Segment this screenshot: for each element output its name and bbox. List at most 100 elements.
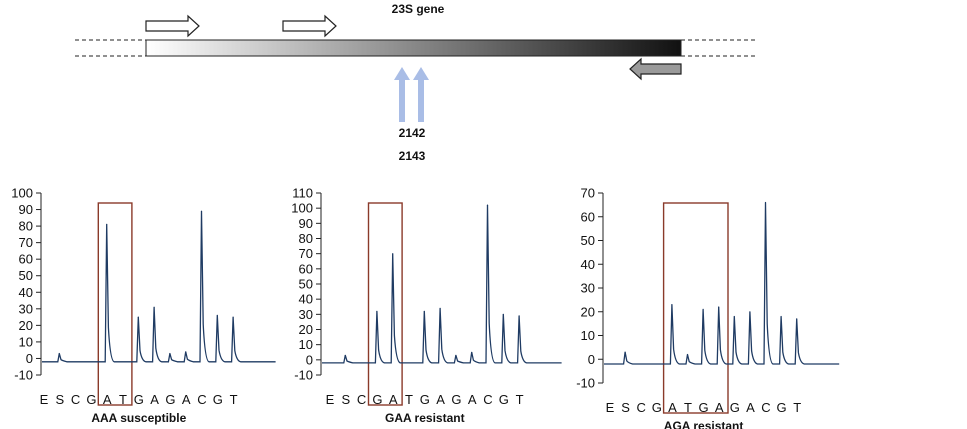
position-2142-label: 2142 [399, 126, 426, 140]
peak-point [376, 310, 378, 312]
y-tick-label: 20 [581, 304, 595, 319]
peak-point [58, 352, 60, 355]
peak-point [106, 223, 108, 225]
dispensation-label: S [621, 400, 630, 415]
dispensation-label: G [499, 392, 509, 407]
dispensation-label: S [341, 392, 350, 407]
peak-point [486, 204, 489, 206]
dispensation-label: C [761, 400, 770, 415]
pyrogram-trace [604, 202, 840, 365]
y-tick-label: 0 [306, 352, 313, 367]
y-tick-label: 70 [581, 186, 595, 201]
y-tick-label: 30 [19, 301, 33, 316]
y-tick-label: -10 [14, 368, 33, 383]
y-tick-label: 40 [581, 257, 595, 272]
dispensation-label: E [40, 392, 49, 407]
gene-bar [145, 39, 682, 57]
y-tick-label: 80 [299, 231, 313, 246]
y-tick-label: 110 [292, 186, 313, 201]
y-tick-label: 50 [19, 268, 33, 283]
dispensation-label: A [182, 392, 191, 407]
dispensation-label: C [357, 392, 366, 407]
dispensation-label: A [668, 400, 677, 415]
y-tick-label: -10 [294, 368, 313, 383]
dispensation-label: G [86, 392, 96, 407]
dispensation-label: G [420, 392, 430, 407]
y-tick-label: 80 [19, 219, 33, 234]
dispensation-label: T [119, 392, 127, 407]
peak-point [232, 316, 234, 318]
peak-point [216, 314, 218, 316]
reverse-primer-arrow-icon [629, 57, 682, 81]
dispensation-label: G [134, 392, 144, 407]
peak-point [439, 307, 441, 309]
highlight-box [97, 202, 133, 406]
dispensation-label: A [746, 400, 755, 415]
y-tick-label: 70 [299, 246, 313, 261]
peak-point [169, 352, 171, 355]
y-tick-label: 100 [11, 186, 33, 201]
peak-point [455, 354, 457, 356]
y-tick-label: 40 [299, 292, 313, 307]
y-tick-label: 0 [26, 351, 33, 366]
dispensation-label: G [451, 392, 461, 407]
dispensation-label: G [372, 392, 382, 407]
peak-point [200, 210, 203, 212]
peak-point [502, 313, 504, 315]
position-2143-arrow-icon [413, 67, 429, 122]
highlight-box [662, 202, 729, 414]
dispensation-label: G [213, 392, 223, 407]
y-tick-label: 50 [299, 277, 313, 292]
peak-point [733, 315, 735, 318]
y-tick-label: 20 [19, 318, 33, 333]
dispensation-label: T [793, 400, 801, 415]
y-tick-label: 90 [19, 202, 33, 217]
y-tick-label: 40 [19, 285, 33, 300]
dispensation-label: G [730, 400, 740, 415]
position-2143-label: 2143 [399, 149, 426, 163]
pyrogram-trace [322, 205, 562, 364]
dispensation-label: T [516, 392, 524, 407]
dispensation-label: A [468, 392, 477, 407]
peak-point [702, 308, 704, 310]
y-tick-label: -10 [576, 376, 595, 391]
dispensation-label: A [389, 392, 398, 407]
dispensation-label: T [684, 400, 692, 415]
panel-title: AAA susceptible [91, 411, 186, 425]
y-tick-label: 0 [588, 352, 595, 367]
highlight-box [367, 202, 403, 406]
dispensation-label: C [71, 392, 80, 407]
y-tick-label: 30 [299, 307, 313, 322]
y-tick-label: 10 [299, 337, 313, 352]
peak-point [137, 316, 139, 318]
y-tick-label: 70 [19, 235, 33, 250]
panel-title: AGA resistant [664, 419, 744, 429]
dispensation-label: A [715, 400, 724, 415]
panel-title: GAA resistant [385, 411, 465, 425]
peak-point [764, 201, 767, 204]
y-tick-label: 100 [291, 201, 313, 216]
forward-primer-1-arrow-icon [145, 14, 200, 38]
peak-point [423, 310, 425, 312]
y-tick-label: 20 [299, 322, 313, 337]
dispensation-label: T [230, 392, 238, 407]
y-tick-label: 60 [581, 209, 595, 224]
dispensation-label: A [436, 392, 445, 407]
y-tick-label: 30 [581, 281, 595, 296]
peak-point [749, 311, 751, 313]
dispensation-label: C [483, 392, 492, 407]
y-tick-label: 60 [19, 252, 33, 267]
peak-point [624, 351, 626, 353]
dispensation-label: E [326, 392, 335, 407]
dispensation-label: A [103, 392, 112, 407]
y-tick-label: 60 [299, 261, 313, 276]
dispensation-label: C [197, 392, 206, 407]
peak-point [344, 354, 346, 356]
dispensation-label: A [150, 392, 159, 407]
dispensation-label: G [777, 400, 787, 415]
y-tick-label: 50 [581, 233, 595, 248]
